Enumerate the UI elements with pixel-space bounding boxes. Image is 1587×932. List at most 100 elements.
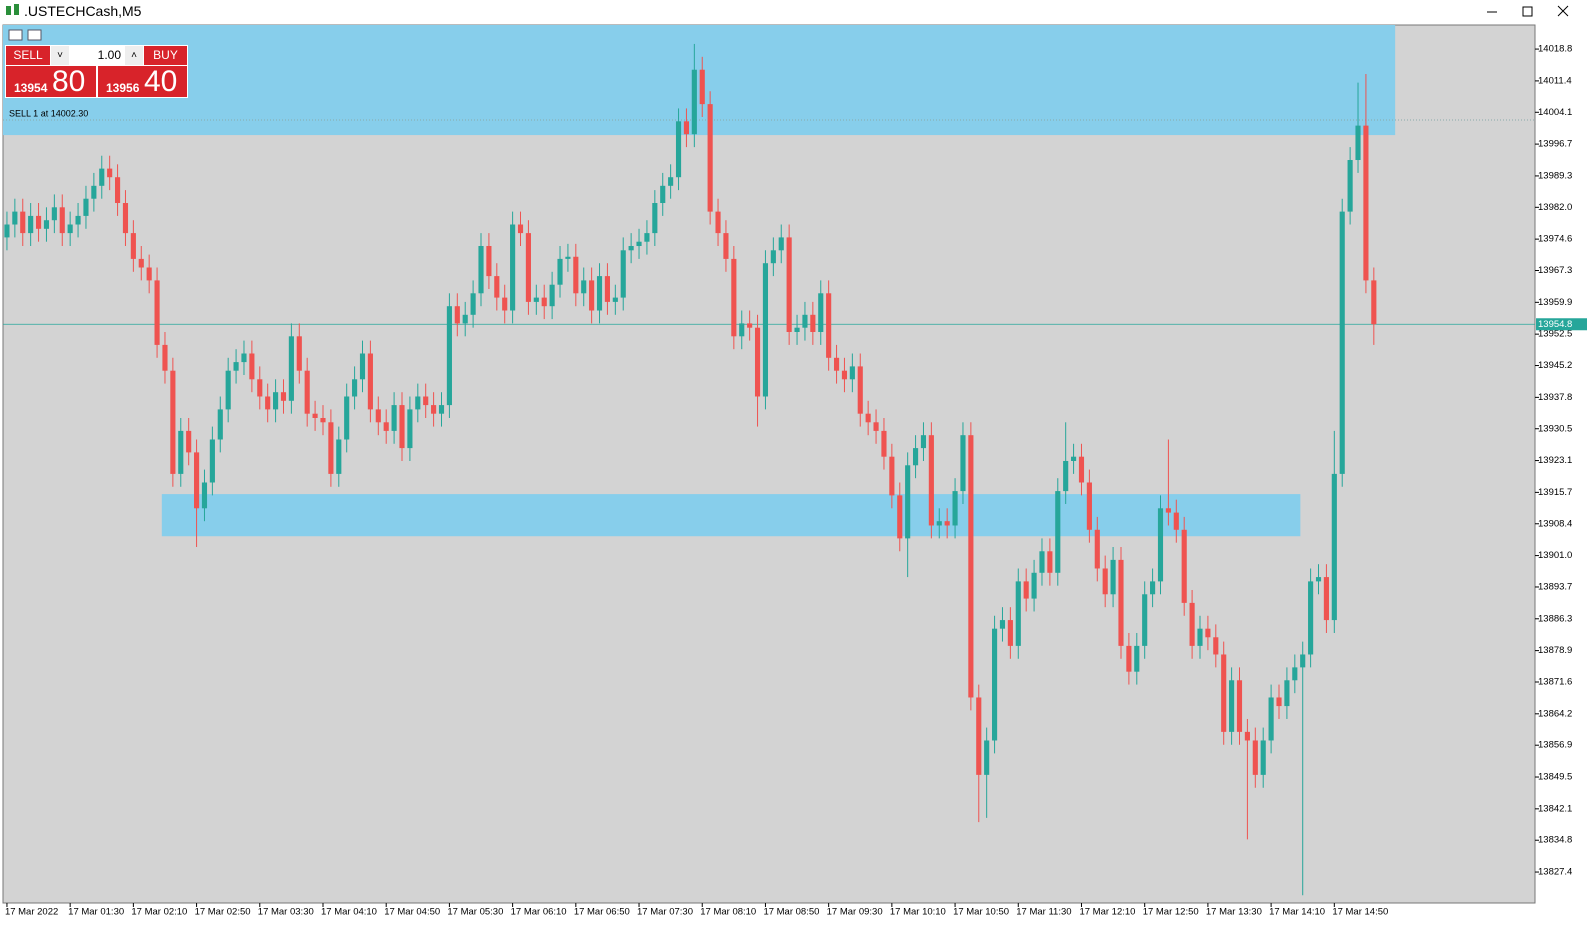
y-tick-label: 13856.9 xyxy=(1538,740,1572,751)
candle-body xyxy=(146,267,152,281)
candle-body xyxy=(818,293,824,332)
candle-body xyxy=(209,439,215,483)
candle-body xyxy=(936,521,942,526)
y-tick-label: 13945.2 xyxy=(1538,360,1572,371)
y-tick-label: 13886.3 xyxy=(1538,613,1572,624)
x-tick-label: 17 Mar 12:10 xyxy=(1079,907,1135,918)
window-title: .USTECHCash,M5 xyxy=(24,3,142,19)
candle-body xyxy=(1260,740,1266,775)
y-tick-label: 14018.8 xyxy=(1538,44,1572,55)
candle-body xyxy=(1308,581,1314,655)
y-tick-label: 13871.6 xyxy=(1538,677,1572,688)
candle-body xyxy=(1331,473,1337,621)
candle-body xyxy=(296,336,302,371)
candle-body xyxy=(723,233,729,259)
candle-body xyxy=(1126,645,1132,672)
candle-body xyxy=(976,697,982,775)
x-tick-label: 17 Mar 02:50 xyxy=(195,907,251,918)
candle-body xyxy=(778,237,784,251)
sell-button[interactable]: SELL xyxy=(6,46,50,65)
lots-up[interactable]: ˄ xyxy=(125,46,143,65)
candle-body xyxy=(43,220,50,229)
candle-body xyxy=(770,250,776,264)
ask-small: 40 xyxy=(144,65,178,98)
candle-body xyxy=(565,256,571,259)
y-tick-label: 14011.4 xyxy=(1538,75,1572,86)
candle-body xyxy=(1371,280,1377,325)
candle-body xyxy=(233,362,239,371)
candle-body xyxy=(810,314,816,332)
candle-body xyxy=(162,344,168,371)
candle-body xyxy=(91,185,97,199)
bid-tag-label: 13954.8 xyxy=(1538,319,1572,330)
ask-price[interactable]: 13956 40 xyxy=(98,65,187,98)
candle-body xyxy=(107,168,113,178)
candle-body xyxy=(802,314,808,328)
y-tick-label: 13901.0 xyxy=(1538,550,1572,561)
candle-body xyxy=(352,379,358,397)
candle-body xyxy=(494,276,500,298)
y-tick-label: 13937.8 xyxy=(1538,392,1572,403)
candle-body xyxy=(1213,637,1219,655)
y-tick-label: 13930.5 xyxy=(1538,423,1572,434)
candle-body xyxy=(873,422,879,431)
candle-body xyxy=(644,233,650,242)
x-tick-label: 17 Mar 02:10 xyxy=(131,907,187,918)
lots-down[interactable]: ˅ xyxy=(51,46,69,65)
y-tick-label: 13996.7 xyxy=(1538,139,1572,150)
bid-price[interactable]: 13954 80 xyxy=(6,65,96,98)
x-tick-label: 17 Mar 11:30 xyxy=(1016,907,1071,918)
candle-body xyxy=(83,198,89,216)
candle-body xyxy=(344,396,350,440)
candle-body xyxy=(999,620,1006,629)
candle-body xyxy=(257,379,263,397)
candle-body xyxy=(510,224,516,311)
candle-body xyxy=(865,413,871,423)
candle-body xyxy=(438,405,445,414)
candle-body xyxy=(35,215,42,229)
candle-body xyxy=(731,258,737,337)
y-tick-label: 14004.1 xyxy=(1538,107,1572,118)
x-tick-label: 17 Mar 08:50 xyxy=(763,907,819,918)
candle-body xyxy=(1276,697,1282,707)
candle-body xyxy=(20,211,26,234)
candle-body xyxy=(557,258,563,285)
candle-body xyxy=(217,409,223,440)
candle-body xyxy=(596,276,603,311)
buy-button[interactable]: BUY xyxy=(144,46,187,65)
y-tick-label: 13878.9 xyxy=(1538,645,1572,656)
toolbar-icons[interactable] xyxy=(8,29,48,41)
candle-body xyxy=(754,327,761,397)
candle-body xyxy=(4,224,10,238)
candle-body xyxy=(138,258,144,268)
candle-body xyxy=(194,452,200,509)
candle-body xyxy=(304,370,310,414)
candle-body xyxy=(99,168,105,186)
order-label: SELL 1 at 14002.30 xyxy=(9,108,88,118)
x-tick-label: 17 Mar 03:30 xyxy=(258,907,314,918)
candle-body xyxy=(51,207,57,221)
bid-big: 13954 xyxy=(14,81,48,95)
candle-body xyxy=(992,628,998,741)
app-icon xyxy=(6,4,19,15)
candle-body xyxy=(1284,680,1290,707)
candle-body xyxy=(944,521,950,526)
y-tick-label: 13834.8 xyxy=(1538,835,1572,846)
candle-body xyxy=(960,435,966,492)
candle-body xyxy=(1134,645,1140,672)
candle-body xyxy=(1323,577,1329,621)
candle-body xyxy=(423,396,429,406)
candle-body xyxy=(383,422,389,431)
y-tick-label: 13908.4 xyxy=(1538,518,1572,529)
candle-body xyxy=(122,203,129,234)
ask-big: 13956 xyxy=(106,81,140,95)
candle-body xyxy=(849,366,855,380)
candle-body xyxy=(897,495,903,539)
window-controls[interactable] xyxy=(1477,0,1587,22)
candle-body xyxy=(1268,697,1274,741)
lots-input[interactable]: 1.00 xyxy=(97,48,121,62)
y-tick-label: 13923.1 xyxy=(1538,455,1572,466)
candle-body xyxy=(114,177,121,204)
bid-small: 80 xyxy=(52,65,86,98)
